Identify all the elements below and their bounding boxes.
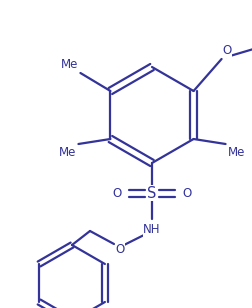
Text: Me: Me: [61, 58, 78, 71]
Text: S: S: [147, 185, 157, 201]
Text: O: O: [182, 187, 191, 200]
Text: O: O: [113, 187, 122, 200]
Text: NH: NH: [143, 223, 161, 236]
Text: Me: Me: [59, 146, 76, 159]
Text: O: O: [115, 242, 125, 256]
Text: Me: Me: [228, 146, 245, 159]
Text: O: O: [223, 44, 232, 57]
